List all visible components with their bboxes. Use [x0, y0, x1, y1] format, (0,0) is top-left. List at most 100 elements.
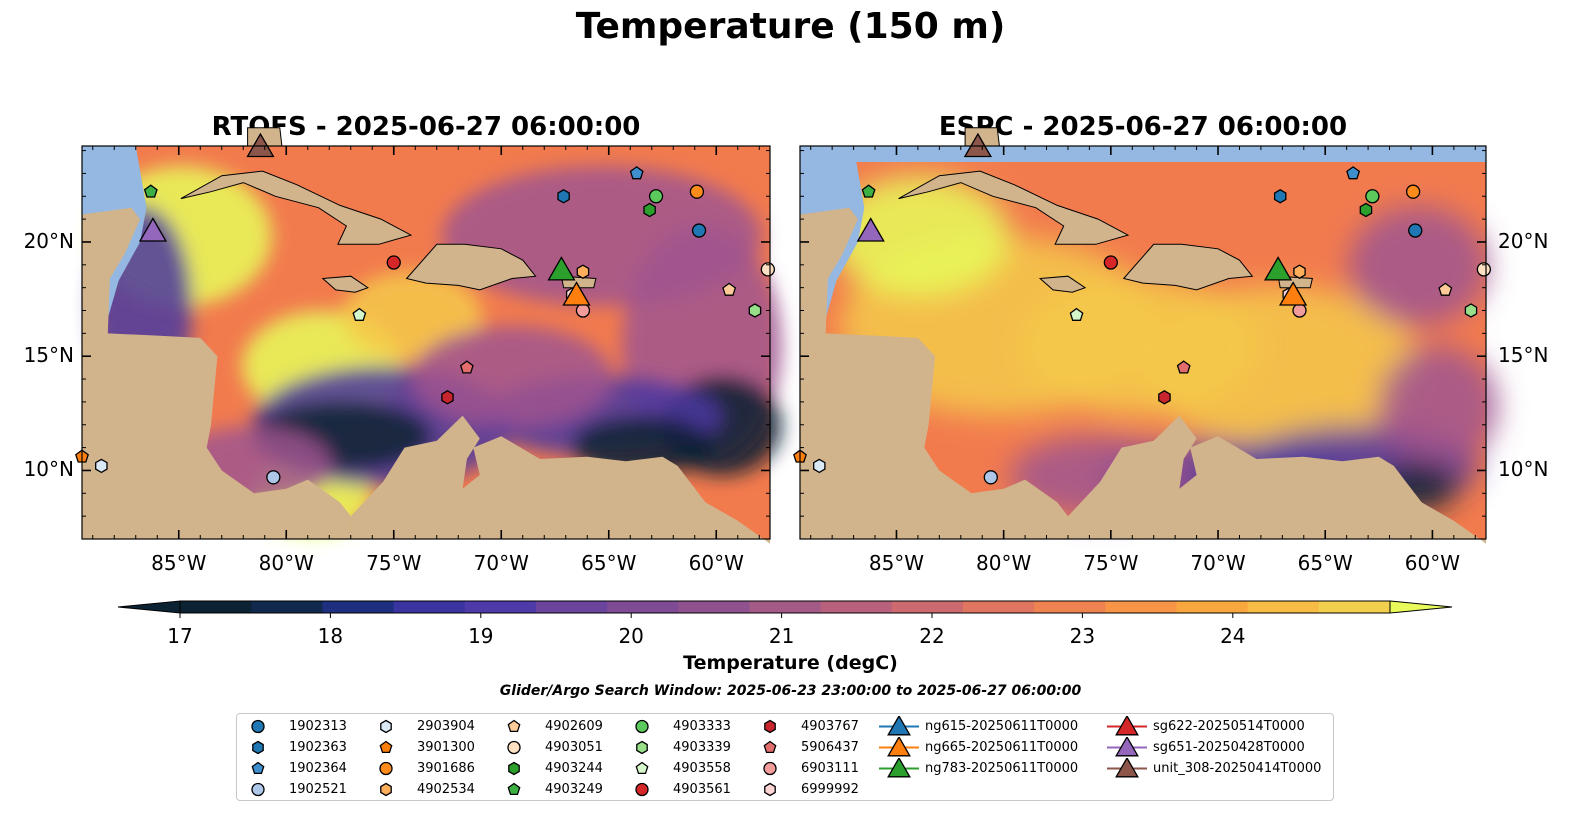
lat-tick-label-right: 20°N	[1498, 228, 1549, 253]
colorbar-bin	[322, 601, 395, 613]
legend-item: 4902609	[501, 716, 603, 737]
legend-item: 4903339	[629, 737, 731, 758]
colorbar-bin	[1034, 601, 1106, 613]
legend-marker	[764, 782, 776, 797]
colorbar-tick: 17	[167, 624, 193, 648]
legend-item: 1902364	[245, 758, 347, 779]
map-frame	[799, 145, 1487, 540]
legend-marker	[763, 740, 777, 754]
legend-label: 1902364	[289, 761, 347, 776]
argo-float-4903333	[648, 189, 664, 204]
legend-label: 6999992	[801, 782, 859, 797]
colorbar-bin	[749, 601, 822, 613]
glider-ng783-20250611T0000	[547, 256, 576, 281]
argo-float-4903558	[352, 307, 367, 321]
colorbar-bin	[535, 601, 608, 613]
colorbar-bin	[464, 601, 537, 613]
legend-marker	[251, 761, 265, 775]
pentagon-legend-icon	[635, 761, 649, 775]
legend-marker	[887, 758, 911, 778]
jamaica	[1038, 275, 1087, 293]
legend-item: 6999992	[757, 779, 859, 800]
glider-sg651-20250428T0000	[138, 217, 168, 242]
legend-label: 4902609	[545, 719, 603, 734]
triangle-legend-icon	[879, 737, 919, 757]
lat-tick-label-left: 10°N	[23, 457, 74, 482]
argo-float-3901686	[689, 184, 705, 199]
colorbar-bin	[607, 601, 679, 613]
glider-unit_308-20250414T0000	[963, 132, 993, 158]
panel-title-espc: ESPC - 2025-06-27 06:00:00	[938, 112, 1348, 142]
colorbar-bin	[251, 601, 323, 613]
lon-tick-label: 60°W	[1404, 551, 1461, 575]
legend-item: 4902534	[373, 779, 475, 800]
triangle-legend-icon	[879, 758, 919, 778]
argo-float-6903111	[575, 303, 591, 318]
argo-float-1902313	[1408, 223, 1423, 238]
colorbar-bin	[1105, 601, 1177, 613]
legend-marker	[764, 719, 776, 734]
legend: 1902313 1902363 1902364 1902521 2903904 39013…	[236, 713, 1334, 801]
colorbar-bin	[1247, 601, 1320, 613]
triangle-legend-icon	[1107, 716, 1147, 736]
triangle-legend-icon	[1107, 758, 1147, 778]
legend-label: sg622-20250514T0000	[1153, 719, 1305, 734]
legend-label: 1902363	[289, 740, 347, 755]
espc-map	[793, 127, 1498, 544]
triangle-legend-icon	[879, 716, 919, 736]
lon-tick-label: 70°W	[473, 551, 529, 575]
legend-label: 5906437	[801, 740, 859, 755]
argo-float-5906437	[1176, 360, 1191, 374]
legend-label: sg651-20250428T0000	[1153, 740, 1305, 755]
legend-item: ng783-20250611T0000	[879, 758, 1078, 779]
legend-marker	[507, 719, 521, 733]
pentagon-legend-icon	[507, 719, 521, 733]
circle-legend-icon	[763, 761, 777, 776]
legend-item: 4903249	[501, 779, 603, 800]
circle-legend-icon	[507, 740, 521, 755]
argo-float-1902364	[1346, 166, 1361, 180]
hispaniola	[405, 243, 537, 291]
argo-float-4903333	[1365, 189, 1380, 204]
legend-item: 4903767	[757, 716, 859, 737]
lon-tick-label: 85°W	[868, 551, 925, 575]
legend-item: unit_308-20250414T0000	[1107, 758, 1321, 779]
legend-marker	[636, 740, 648, 755]
map-frame	[81, 145, 771, 540]
legend-label: 4903558	[673, 761, 731, 776]
legend-marker	[1115, 716, 1139, 736]
legend-item: 1902313	[245, 716, 347, 737]
rtofs-map	[75, 127, 782, 544]
lon-tick-label: 65°W	[1297, 551, 1353, 575]
circle-legend-icon	[379, 761, 393, 776]
legend-marker	[887, 716, 911, 736]
glider-sg651-20250428T0000	[856, 217, 885, 242]
legend-marker	[1115, 737, 1139, 757]
glider-ng665-20250611T0000	[1278, 281, 1308, 306]
legend-label: 4903561	[673, 782, 731, 797]
legend-label: 4903051	[545, 740, 603, 755]
legend-marker	[379, 740, 393, 754]
legend-label: 3901300	[417, 740, 475, 755]
argo-float-4903249	[143, 184, 158, 198]
legend-label: ng615-20250611T0000	[925, 719, 1079, 734]
legend-item: 3901300	[373, 737, 475, 758]
argo-float-4903051	[1476, 262, 1492, 277]
legend-item: ng615-20250611T0000	[879, 716, 1078, 737]
argo-float-1902521	[266, 470, 281, 485]
legend-item: 4903561	[629, 779, 731, 800]
legend-marker	[763, 761, 777, 776]
legend-label: 4903244	[545, 761, 603, 776]
lon-tick-label: 80°W	[258, 551, 314, 575]
colorbar-bin	[962, 601, 1035, 613]
legend-item: 1902521	[245, 779, 347, 800]
argo-float-2903904	[813, 458, 826, 474]
triangle-legend-icon	[1107, 737, 1147, 757]
cuba	[898, 170, 1130, 245]
legend-marker	[252, 740, 264, 755]
legend-marker	[508, 761, 520, 776]
colorbar-extend-high	[1389, 600, 1453, 614]
legend-label: 6903111	[801, 761, 859, 776]
central-america	[800, 207, 1068, 539]
argo-float-4902609	[722, 282, 737, 296]
